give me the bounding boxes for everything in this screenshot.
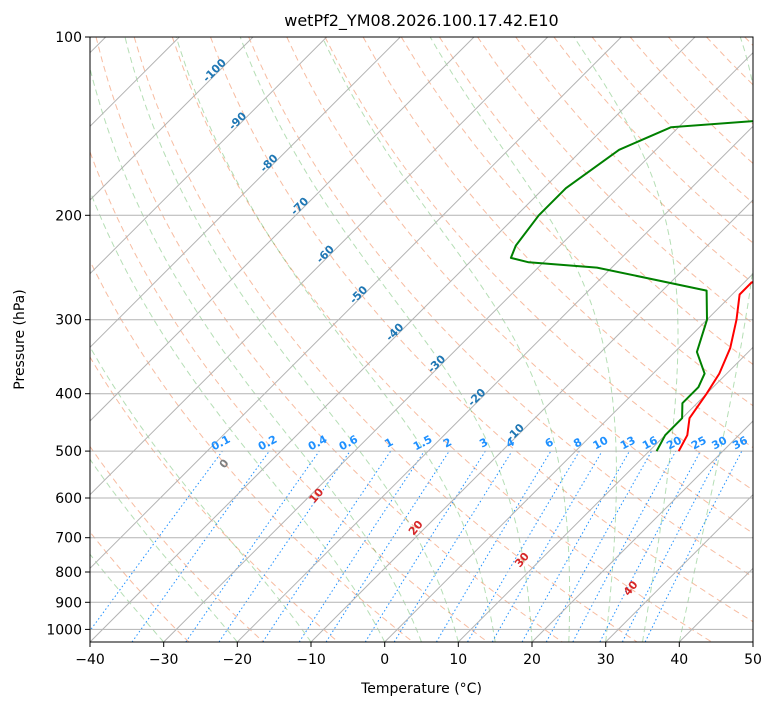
mixing-ratio-label: 10 [591, 434, 611, 453]
mixing-ratio-line [326, 451, 449, 642]
isotherm-line [753, 37, 775, 642]
y-tick-label: 500 [55, 444, 82, 460]
x-tick-label: 10 [449, 652, 467, 668]
moist-adiabat-line [125, 37, 458, 642]
x-tick-label: 0 [380, 652, 389, 668]
dry-adiabat-line [554, 37, 775, 642]
isotherm-label: -90 [226, 109, 249, 132]
isotherm-label: -100 [200, 56, 229, 85]
dry-adiabat-line [20, 37, 413, 642]
x-tick-label: 20 [523, 652, 541, 668]
y-tick-label: 900 [55, 595, 82, 611]
isotherm-label: -70 [288, 194, 311, 217]
moist-adiabat-line [322, 37, 569, 642]
isotherm-label: -30 [425, 352, 448, 375]
y-tick-label: 200 [55, 208, 82, 224]
dry-adiabat-line [172, 37, 711, 642]
dry-adiabat-line [707, 37, 775, 642]
x-tick-label: −30 [149, 652, 179, 668]
mixing-ratio-label: 0.6 [337, 433, 361, 454]
x-tick-label: 50 [744, 652, 762, 668]
dry-adiabat-line [0, 37, 189, 642]
y-axis-ticks: 100 200 300 400 500 600 700 800 900 1000 [46, 30, 90, 638]
mixing-ratio-line [299, 451, 424, 642]
mixing-ratio-line [82, 451, 223, 642]
series-lines [511, 37, 775, 451]
isotherm-label: -50 [347, 283, 370, 306]
moist-adiabat-line [679, 37, 760, 642]
mixing-ratio-line [468, 451, 580, 642]
y-tick-label: 100 [55, 30, 82, 46]
isotherm-line [237, 37, 775, 642]
isotherm-line [16, 37, 621, 642]
mixing-ratio-label: 0.4 [306, 433, 330, 454]
y-tick-label: 400 [55, 387, 82, 403]
x-axis-ticks: −40 −30 −20 −10 0 10 20 30 40 50 [75, 642, 762, 668]
mixing-ratio-label: 1 [383, 435, 396, 450]
isotherm-line [0, 37, 400, 642]
moist-adiabat-line [176, 37, 495, 642]
mixing-ratio-label: 36 [730, 434, 750, 453]
mixing-ratio-label: 20 [664, 434, 684, 453]
dry-adiabat-line [134, 37, 637, 642]
isotherm-label: -80 [257, 151, 280, 174]
mixing-ratio-line [365, 451, 485, 642]
x-tick-label: 40 [670, 652, 688, 668]
dry-adiabat-label: 0 [217, 456, 232, 470]
x-tick-label: −40 [75, 652, 105, 668]
mixing-ratio-line [573, 451, 676, 642]
y-tick-label: 800 [55, 565, 82, 581]
dry-adiabat-line [668, 37, 775, 642]
x-tick-label: 30 [597, 652, 615, 668]
isotherm-line [0, 37, 327, 642]
y-axis-title: Pressure (hPa) [12, 289, 28, 389]
dewpoint-profile-line [511, 37, 775, 451]
moist-adiabat-line [574, 37, 678, 642]
x-tick-label: −20 [223, 652, 253, 668]
dry-adiabat-line [0, 37, 264, 642]
dry-adiabat-line [592, 37, 775, 642]
moist-adiabat-line [0, 37, 237, 642]
mixing-ratio-line [263, 451, 391, 642]
mixing-ratio-label: 0.2 [256, 433, 279, 454]
plot-frame [90, 37, 753, 642]
y-tick-label: 1000 [46, 622, 82, 638]
moist-adiabat-line [0, 37, 311, 642]
x-axis-title: Temperature (°C) [360, 681, 482, 697]
isotherm-line [311, 37, 775, 642]
isotherm-label: -40 [383, 320, 406, 343]
isotherm-line [679, 37, 775, 642]
chart-title: wetPf2_YM08.2026.100.17.42.E10 [284, 11, 558, 31]
mixing-ratio-line [436, 451, 551, 642]
isotherm-line [458, 37, 775, 642]
mixing-ratio-label: 0.1 [209, 433, 232, 454]
dry-adiabat-line [58, 37, 488, 642]
y-tick-label: 700 [55, 531, 82, 547]
mixing-ratio-line [600, 451, 701, 642]
isotherm-label: -20 [465, 386, 488, 409]
moist-adiabat-line [240, 37, 532, 642]
mixing-ratio-label: 30 [710, 434, 730, 453]
mixing-ratio-label: 25 [689, 434, 709, 453]
y-tick-label: 600 [55, 491, 82, 507]
dry-adiabat-label: 20 [406, 518, 426, 538]
mixing-ratio-label: 8 [571, 435, 584, 450]
dry-adiabat-line [745, 37, 775, 642]
isotherm-label: -60 [314, 242, 337, 265]
isotherm-line [0, 37, 253, 642]
x-tick-label: −10 [296, 652, 326, 668]
y-tick-label: 300 [55, 313, 82, 329]
dry-adiabat-line [0, 37, 338, 642]
dry-adiabat-label: 30 [512, 550, 532, 570]
